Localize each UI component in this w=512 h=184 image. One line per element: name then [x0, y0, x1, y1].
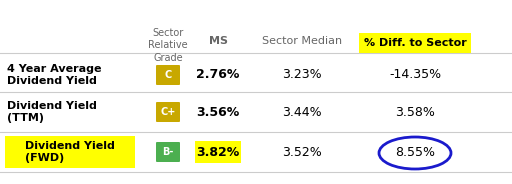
Text: 4 Year Average
Dividend Yield: 4 Year Average Dividend Yield	[7, 64, 101, 86]
Text: Sector Median: Sector Median	[262, 36, 342, 46]
Text: Sector
Relative
Grade: Sector Relative Grade	[148, 28, 188, 63]
Text: Dividend Yield
(FWD): Dividend Yield (FWD)	[25, 141, 115, 163]
Text: 2.76%: 2.76%	[196, 68, 240, 82]
Text: 3.58%: 3.58%	[395, 105, 435, 118]
Text: 3.82%: 3.82%	[197, 146, 240, 158]
FancyBboxPatch shape	[156, 142, 180, 162]
Text: C: C	[164, 70, 172, 80]
Text: 3.56%: 3.56%	[197, 105, 240, 118]
FancyBboxPatch shape	[156, 102, 180, 122]
Text: MS: MS	[208, 36, 227, 46]
Text: 3.23%: 3.23%	[282, 68, 322, 82]
FancyBboxPatch shape	[5, 136, 135, 168]
Text: B-: B-	[162, 147, 174, 157]
Text: 3.52%: 3.52%	[282, 146, 322, 158]
Text: -14.35%: -14.35%	[389, 68, 441, 82]
FancyBboxPatch shape	[195, 141, 241, 163]
Text: Dividend Yield
(TTM): Dividend Yield (TTM)	[7, 101, 97, 123]
FancyBboxPatch shape	[359, 33, 471, 53]
Text: 3.44%: 3.44%	[282, 105, 322, 118]
Text: 8.55%: 8.55%	[395, 146, 435, 158]
FancyBboxPatch shape	[156, 65, 180, 85]
Text: % Diff. to Sector: % Diff. to Sector	[364, 38, 466, 48]
Text: C+: C+	[160, 107, 176, 117]
